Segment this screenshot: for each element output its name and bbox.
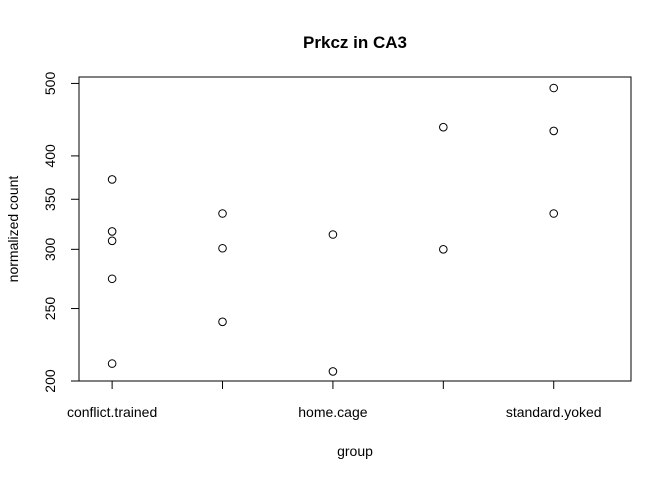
chart-title: Prkcz in CA3: [303, 33, 407, 52]
data-point: [549, 126, 559, 136]
y-tick-label: 300: [42, 237, 58, 261]
x-tick-label: home.cage: [298, 404, 367, 420]
y-axis: 200 250 300 350 400 500: [42, 72, 80, 393]
x-tick-label: conflict.trained: [67, 404, 157, 420]
x-axis: conflict.trained home.cage standard.yoked: [67, 380, 602, 420]
x-tick-label: standard.yoked: [506, 404, 602, 420]
data-point: [107, 227, 117, 236]
x-axis-label: group: [337, 443, 373, 459]
data-point: [439, 245, 448, 254]
y-tick-label: 500: [42, 72, 58, 96]
data-point: [328, 367, 338, 376]
y-axis-label: normalized count: [5, 176, 21, 283]
data-point: [218, 317, 227, 327]
data-point: [328, 230, 338, 239]
y-tick-label: 400: [42, 144, 58, 168]
y-tick-label: 200: [42, 369, 58, 393]
data-points: [107, 83, 559, 376]
y-tick-label: 250: [42, 297, 58, 321]
data-point: [107, 236, 117, 246]
y-tick-label: 350: [42, 187, 58, 211]
data-point: [218, 243, 227, 253]
data-point: [107, 274, 117, 284]
data-point: [107, 175, 117, 184]
data-point: [549, 209, 559, 218]
data-point: [439, 122, 448, 132]
data-point: [549, 83, 559, 93]
data-point: [218, 209, 227, 218]
plot-area: [78, 76, 632, 382]
data-point: [107, 359, 117, 368]
